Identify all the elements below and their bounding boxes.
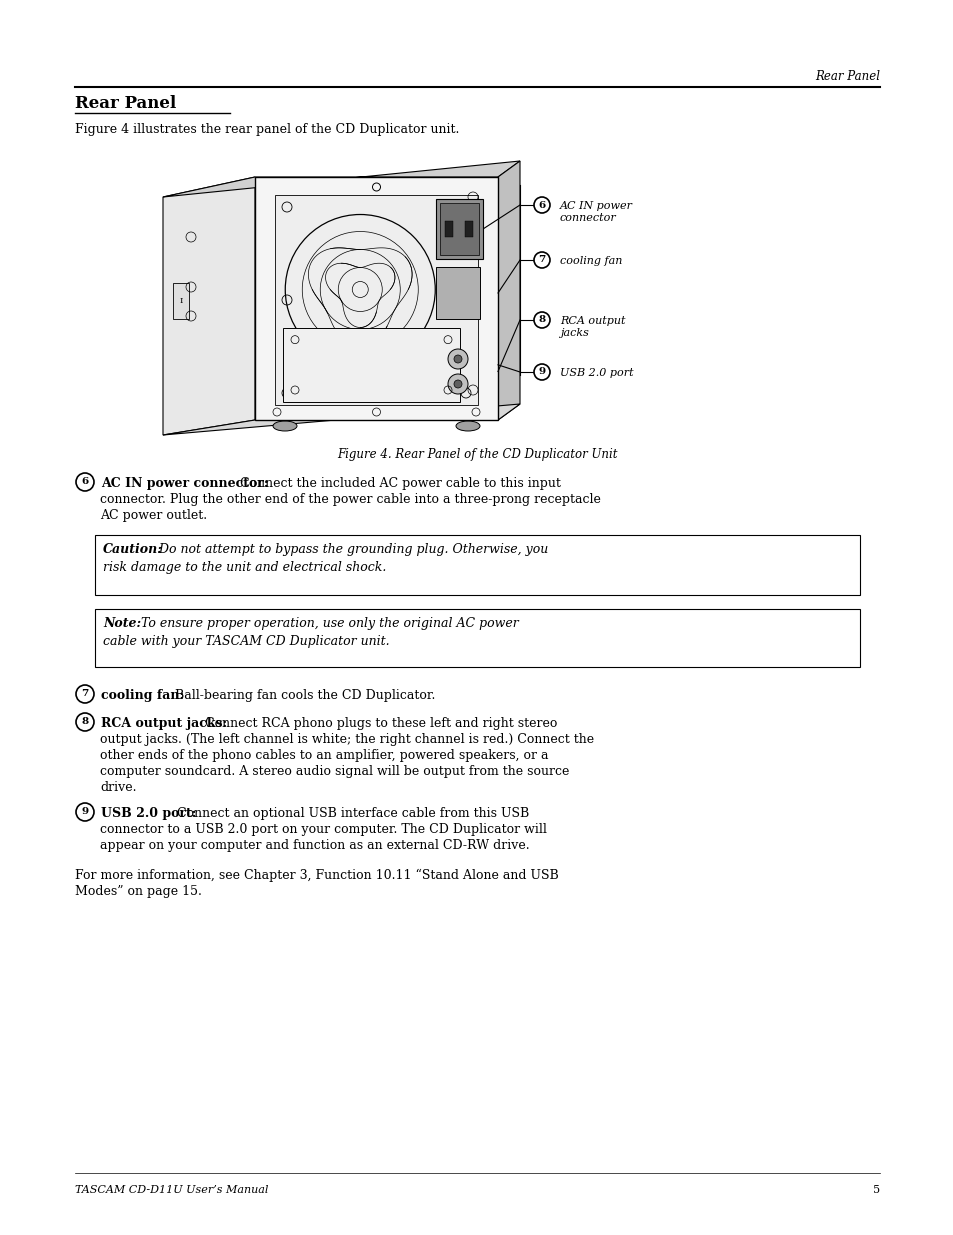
Text: RCA output jacks:: RCA output jacks: <box>101 718 227 730</box>
Circle shape <box>448 374 468 394</box>
Text: Connect an optional USB interface cable from this USB: Connect an optional USB interface cable … <box>172 806 529 820</box>
Text: 7: 7 <box>81 689 89 699</box>
Circle shape <box>454 380 461 388</box>
Bar <box>254 177 497 420</box>
Text: Rear Panel: Rear Panel <box>814 70 879 83</box>
Bar <box>436 199 482 259</box>
Text: USB 2.0 port:: USB 2.0 port: <box>101 806 196 820</box>
Polygon shape <box>163 161 519 198</box>
Bar <box>274 195 477 405</box>
Bar <box>465 221 473 237</box>
Text: cooling fan:: cooling fan: <box>101 689 184 701</box>
Polygon shape <box>497 161 519 420</box>
Text: Caution:: Caution: <box>103 543 163 556</box>
Ellipse shape <box>273 421 296 431</box>
Text: 8: 8 <box>81 718 89 726</box>
Text: I: I <box>179 296 182 305</box>
Ellipse shape <box>456 421 479 431</box>
Text: Connect the included AC power cable to this input: Connect the included AC power cable to t… <box>235 477 560 490</box>
Text: appear on your computer and function as an external CD-RW drive.: appear on your computer and function as … <box>100 839 529 852</box>
Text: TASCAM CD-D11U User’s Manual: TASCAM CD-D11U User’s Manual <box>75 1186 268 1195</box>
Circle shape <box>448 350 468 369</box>
Text: Note:: Note: <box>103 618 141 630</box>
Bar <box>95 609 859 667</box>
Text: other ends of the phono cables to an amplifier, powered speakers, or a: other ends of the phono cables to an amp… <box>100 748 548 762</box>
Text: 7: 7 <box>537 256 545 264</box>
Text: Modes” on page 15.: Modes” on page 15. <box>75 885 202 898</box>
Text: Do not attempt to bypass the grounding plug. Otherwise, you: Do not attempt to bypass the grounding p… <box>154 543 548 556</box>
Text: 6: 6 <box>537 200 545 210</box>
Bar <box>283 327 459 403</box>
Text: AC power outlet.: AC power outlet. <box>100 509 207 522</box>
Bar <box>439 203 478 254</box>
Text: Figure 4. Rear Panel of the CD Duplicator Unit: Figure 4. Rear Panel of the CD Duplicato… <box>337 448 618 461</box>
Text: AC IN power connector:: AC IN power connector: <box>101 477 268 490</box>
Text: 9: 9 <box>81 808 89 816</box>
Text: For more information, see Chapter 3, Function 10.11 “Stand Alone and USB: For more information, see Chapter 3, Fun… <box>75 869 558 882</box>
Text: To ensure proper operation, use only the original AC power: To ensure proper operation, use only the… <box>137 618 518 630</box>
Text: Figure 4 illustrates the rear panel of the CD Duplicator unit.: Figure 4 illustrates the rear panel of t… <box>75 124 459 136</box>
Bar <box>436 267 479 319</box>
Text: 6: 6 <box>81 478 89 487</box>
Text: connector to a USB 2.0 port on your computer. The CD Duplicator will: connector to a USB 2.0 port on your comp… <box>100 823 546 836</box>
Text: computer soundcard. A stereo audio signal will be output from the source: computer soundcard. A stereo audio signa… <box>100 764 569 778</box>
Text: cooling fan: cooling fan <box>559 256 621 266</box>
Polygon shape <box>163 177 254 435</box>
Bar <box>445 221 453 237</box>
Text: 8: 8 <box>537 315 545 325</box>
Text: AC IN power
connector: AC IN power connector <box>559 201 633 222</box>
Bar <box>95 535 859 595</box>
Text: 9: 9 <box>537 368 545 377</box>
Text: Ball-bearing fan cools the CD Duplicator.: Ball-bearing fan cools the CD Duplicator… <box>171 689 435 701</box>
Text: Rear Panel: Rear Panel <box>75 95 176 112</box>
Text: output jacks. (The left channel is white; the right channel is red.) Connect the: output jacks. (The left channel is white… <box>100 734 594 746</box>
Text: RCA output
jacks: RCA output jacks <box>559 316 625 337</box>
Text: USB 2.0 port: USB 2.0 port <box>559 368 633 378</box>
Circle shape <box>454 354 461 363</box>
Text: cable with your TASCAM CD Duplicator unit.: cable with your TASCAM CD Duplicator uni… <box>103 635 389 648</box>
Text: 5: 5 <box>872 1186 879 1195</box>
Bar <box>172 283 189 319</box>
Text: connector. Plug the other end of the power cable into a three-prong receptacle: connector. Plug the other end of the pow… <box>100 493 600 506</box>
Text: risk damage to the unit and electrical shock.: risk damage to the unit and electrical s… <box>103 561 386 574</box>
Polygon shape <box>163 404 519 435</box>
Text: Connect RCA phono plugs to these left and right stereo: Connect RCA phono plugs to these left an… <box>201 718 557 730</box>
Text: drive.: drive. <box>100 781 136 794</box>
